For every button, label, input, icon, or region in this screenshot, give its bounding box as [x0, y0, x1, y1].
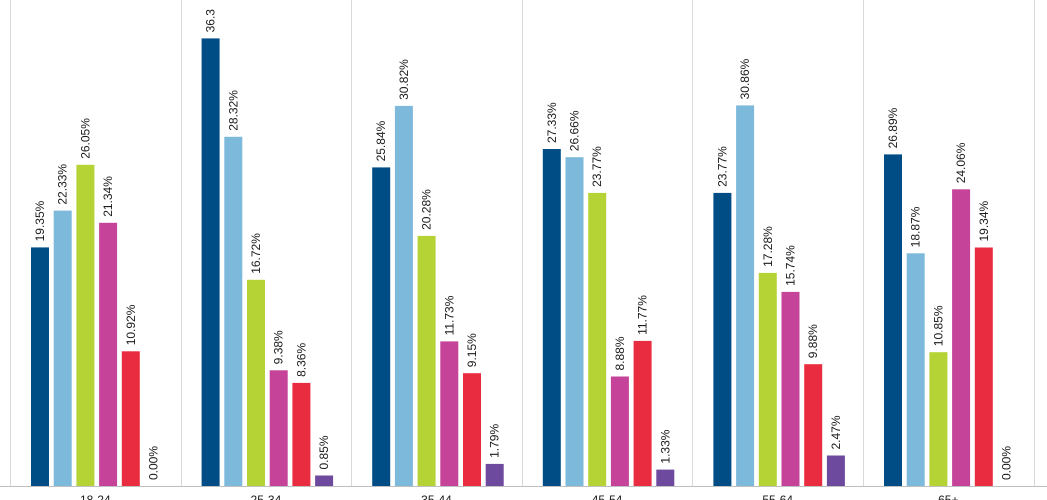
bar-25-34-series-1 [201, 38, 220, 487]
bar-55-64-series-6 [826, 455, 845, 486]
bar-65+-series-5 [974, 247, 993, 486]
bar-45-54-series-4 [610, 376, 629, 486]
x-tick-label-25-34: 25-34 [251, 493, 282, 500]
bar-55-64-series-2 [736, 105, 755, 487]
value-label-65+-series-5: 19.34% [977, 200, 991, 241]
bar-25-34-series-4 [269, 370, 288, 486]
value-label-65+-series-4: 24.06% [954, 142, 968, 183]
bar-45-54-series-3 [588, 192, 607, 486]
bar-35-44-series-2 [394, 105, 413, 487]
x-tick-label-18-24: 18-24 [80, 493, 111, 500]
value-label-45-54-series-5: 11.77% [636, 295, 650, 335]
value-label-55-64-series-1: 23.77% [715, 146, 729, 187]
value-label-25-34-series-4: 9.38% [272, 330, 286, 364]
bar-45-54-series-6 [656, 469, 675, 486]
bar-45-54-series-5 [633, 340, 652, 486]
value-label-45-54-series-6: 1.33% [658, 429, 672, 463]
bar-25-34-series-2 [224, 136, 243, 487]
bar-18-24-series-3 [76, 164, 95, 487]
bars [31, 38, 993, 487]
x-tick-label-65+: 65+ [938, 493, 958, 500]
bar-35-44-series-6 [485, 463, 504, 486]
bar-25-34-series-6 [315, 475, 334, 486]
value-label-45-54-series-3: 23.77% [590, 146, 604, 187]
value-label-45-54-series-4: 8.88% [613, 336, 627, 370]
bar-35-44-series-5 [463, 373, 481, 486]
value-label-25-34-series-1: 36.3 [204, 9, 218, 33]
bar-35-44-series-3 [417, 235, 436, 486]
value-label-65+-series-1: 26.89% [886, 107, 900, 148]
bar-65+-series-4 [952, 189, 971, 487]
bar-35-44-series-4 [440, 341, 459, 486]
bar-18-24-series-1 [31, 247, 49, 486]
value-label-55-64-series-5: 9.88% [806, 324, 820, 358]
value-label-65+-series-6: 0.00% [1000, 446, 1014, 480]
bar-18-24-series-5 [121, 351, 140, 486]
value-label-55-64-series-6: 2.47% [829, 415, 843, 449]
value-label-18-24-series-5: 10.92% [124, 304, 138, 345]
x-tick-label-55-64: 55-64 [762, 493, 793, 500]
value-label-18-24-series-3: 26.05% [78, 118, 92, 159]
value-label-55-64-series-3: 17.28% [761, 226, 775, 267]
x-tick-label-45-54: 45-54 [592, 493, 623, 500]
bar-18-24-series-2 [53, 210, 72, 486]
value-label-25-34-series-3: 16.72% [249, 233, 263, 274]
value-label-35-44-series-2: 30.82% [397, 59, 411, 100]
x-tick-label-35-44: 35-44 [421, 493, 452, 500]
bar-18-24-series-4 [99, 222, 118, 487]
bar-55-64-series-4 [781, 291, 800, 486]
bar-25-34-series-5 [292, 382, 311, 486]
bar-25-34-series-3 [247, 279, 265, 486]
bar-65+-series-3 [929, 352, 948, 486]
value-label-55-64-series-2: 30.86% [738, 58, 752, 99]
bar-55-64-series-1 [713, 192, 732, 486]
value-label-55-64-series-4: 15.74% [784, 245, 798, 286]
value-label-25-34-series-2: 28.32% [226, 90, 240, 131]
value-label-45-54-series-2: 26.66% [568, 110, 582, 151]
value-label-35-44-series-5: 9.15% [465, 333, 479, 367]
value-label-35-44-series-3: 20.28% [420, 189, 434, 230]
bar-55-64-series-3 [758, 272, 777, 486]
value-label-35-44-series-4: 11.73% [442, 295, 456, 335]
bar-45-54-series-1 [542, 149, 561, 486]
x-tick-labels: 18-24 25-34 35-44 45-54 55-64 65+ [80, 493, 959, 500]
bar-65+-series-2 [906, 253, 925, 486]
value-label-18-24-series-2: 22.33% [56, 164, 70, 205]
group-dividers [10, 0, 1035, 486]
bar-55-64-series-5 [804, 364, 823, 486]
bar-45-54-series-2 [565, 157, 584, 486]
value-label-65+-series-3: 10.85% [931, 305, 945, 346]
value-label-25-34-series-6: 0.85% [317, 435, 331, 469]
value-label-25-34-series-5: 8.36% [294, 343, 308, 377]
value-label-65+-series-2: 18.87% [909, 206, 923, 247]
value-label-18-24-series-4: 21.34% [101, 176, 115, 217]
value-labels: 19.35% 22.33% 26.05% 21.34% 10.92% 0.00% 36.3 2… [33, 9, 1014, 480]
bar-65+-series-1 [884, 154, 902, 486]
value-label-18-24-series-1: 19.35% [33, 200, 47, 241]
value-label-35-44-series-1: 25.84% [374, 120, 388, 161]
value-label-18-24-series-6: 0.00% [147, 446, 161, 480]
value-label-45-54-series-1: 27.33% [545, 102, 559, 143]
value-label-35-44-series-6: 1.79% [488, 424, 502, 458]
bar-35-44-series-1 [372, 167, 391, 486]
